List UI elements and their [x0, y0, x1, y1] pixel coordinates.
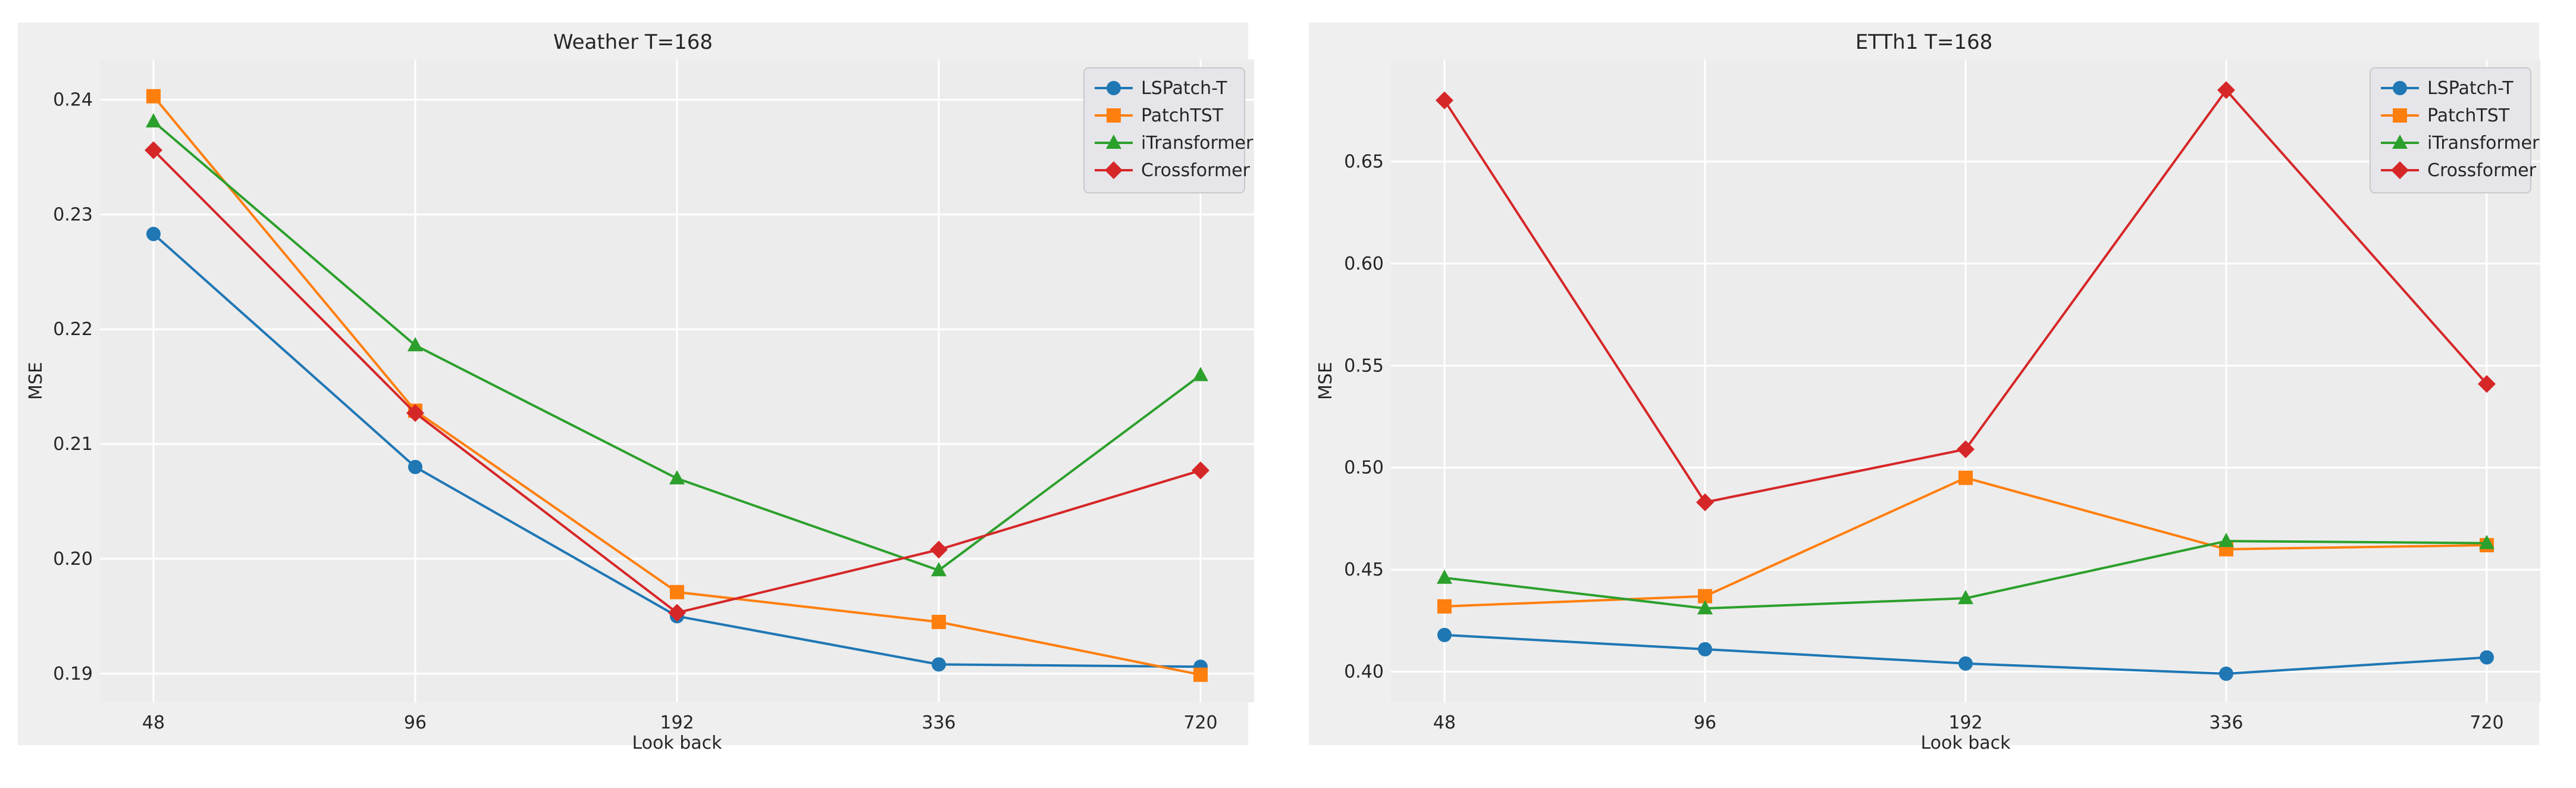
legend-item: PatchTST [1095, 105, 1224, 126]
y-tick-label: 0.60 [1344, 254, 1384, 274]
legend-label: Crossformer [1141, 160, 1251, 181]
legend-item: iTransformer [1095, 133, 1253, 154]
data-point [1193, 367, 1208, 382]
data-point [1696, 493, 1714, 511]
data-point [2480, 650, 2494, 665]
x-tick-label: 48 [1433, 712, 1456, 733]
etth1-chart: 48 96 192 336 720 0.40 0.45 0.50 0.55 0.60 0.65 ETT… [1309, 23, 2540, 753]
legend-marker [1105, 161, 1123, 179]
legend-marker [2391, 161, 2409, 179]
legend-marker [1107, 108, 1121, 123]
weather-chart: 48 96 192 336 720 0.19 0.20 0.21 0.22 0.23 0.24 Wea… [18, 23, 1254, 753]
y-tick-label: 0.20 [53, 549, 93, 570]
data-point [668, 603, 686, 622]
x-tick-label: 336 [2209, 712, 2243, 733]
data-point [1697, 600, 1713, 615]
data-point [1193, 667, 1208, 682]
x-axis-label: Look back [1920, 733, 2011, 753]
data-point [2219, 667, 2233, 681]
data-point [406, 404, 424, 422]
data-point [1437, 627, 1452, 642]
y-axis-label: MSE [1315, 362, 1336, 400]
legend-item: Crossformer [1095, 160, 1251, 181]
data-point [1958, 590, 1973, 605]
series-crossformer [145, 141, 1209, 622]
y-tick-label: 0.24 [53, 90, 93, 111]
y-tick-label: 0.23 [53, 204, 93, 225]
legend-label: LSPatch-T [2427, 78, 2514, 99]
y-axis-label: MSE [26, 362, 46, 400]
legend-box [2370, 67, 2531, 193]
x-tick-label: 336 [922, 712, 955, 733]
data-point [930, 540, 948, 559]
legend-marker [2393, 108, 2407, 123]
data-point [1437, 599, 1452, 614]
legend-label: LSPatch-T [1141, 78, 1227, 99]
data-point [1957, 440, 1975, 458]
legend-marker [1107, 81, 1121, 95]
series-patchtst [146, 89, 1208, 682]
legend-item: PatchTST [2381, 105, 2510, 126]
legend-label: PatchTST [2427, 105, 2510, 126]
legend-marker [2392, 135, 2408, 149]
data-point [146, 89, 161, 104]
legend: LSPatch-T PatchTST iTransformer Crossformer [1083, 67, 1253, 193]
legend-marker [2393, 81, 2407, 95]
x-tick-label: 720 [1183, 712, 1217, 733]
data-point [1437, 569, 1452, 584]
legend-label: PatchTST [1141, 105, 1224, 126]
x-tick-label: 720 [2470, 712, 2503, 733]
x-tick-label: 96 [1694, 712, 1716, 733]
data-point [145, 141, 162, 160]
x-tick-label: 96 [404, 712, 427, 733]
legend-marker [1106, 135, 1121, 149]
data-point [1698, 642, 1712, 656]
legend-label: iTransformer [1141, 133, 1253, 154]
data-point [146, 113, 161, 128]
legend-box [1083, 67, 1245, 193]
data-point [932, 657, 946, 672]
data-point [1192, 461, 1209, 480]
series-crossformer [1436, 81, 2496, 511]
legend: LSPatch-T PatchTST iTransformer Crossformer [2370, 67, 2540, 193]
data-point [1958, 470, 1973, 485]
legend-item: iTransformer [2381, 133, 2540, 154]
y-tick-label: 0.19 [53, 664, 93, 684]
chart-title: ETTh1 T=168 [1856, 30, 1993, 54]
y-tick-label: 0.22 [53, 319, 93, 340]
data-point [408, 337, 423, 352]
x-tick-label: 192 [660, 712, 694, 733]
legend-item: Crossformer [2381, 160, 2537, 181]
data-point [2478, 375, 2496, 393]
x-tick-label: 192 [1948, 712, 1982, 733]
y-tick-label: 0.45 [1344, 559, 1384, 580]
legend-item: LSPatch-T [2381, 78, 2514, 99]
y-tick-label: 0.40 [1344, 662, 1384, 683]
legend-item: LSPatch-T [1095, 78, 1227, 99]
series-lspatch-t [1437, 627, 2494, 681]
data-point [669, 470, 685, 484]
data-point [408, 459, 422, 474]
data-point [2479, 534, 2494, 549]
data-point [2218, 533, 2234, 548]
y-tick-label: 0.55 [1344, 355, 1384, 376]
data-point [1436, 91, 1453, 110]
data-point [670, 584, 684, 599]
data-point [1958, 656, 1973, 671]
x-axis-label: Look back [632, 733, 722, 753]
legend-label: iTransformer [2427, 133, 2540, 154]
data-point [931, 562, 947, 577]
x-tick-label: 48 [142, 712, 165, 733]
y-tick-label: 0.65 [1344, 151, 1384, 172]
y-tick-label: 0.50 [1344, 458, 1384, 479]
data-point [2217, 81, 2235, 99]
legend-label: Crossformer [2427, 160, 2537, 181]
data-point [932, 615, 946, 629]
series-itransformer [1437, 533, 2494, 615]
data-point [146, 227, 161, 242]
chart-title: Weather T=168 [553, 30, 713, 54]
y-tick-label: 0.21 [53, 434, 93, 455]
series-itransformer [146, 113, 1208, 577]
